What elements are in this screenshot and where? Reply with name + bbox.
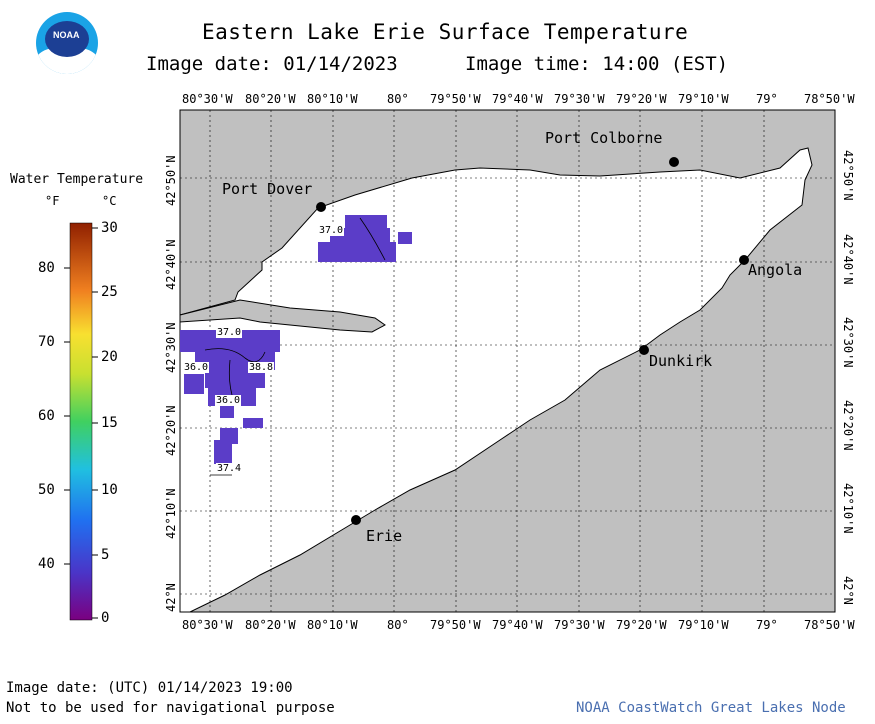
lon-tick-top: 79°40'W <box>492 92 543 106</box>
image-date: Image date: 01/14/2023 <box>146 53 398 75</box>
city-label-port-dover: Port Dover <box>222 180 313 198</box>
city-label-angola: Angola <box>748 261 803 279</box>
logo-text: NOAA <box>53 30 80 40</box>
contour-label: 36.0 <box>215 395 242 406</box>
contour-label: 36.0 <box>183 362 210 373</box>
lon-tick-bottom: 79°10'W <box>678 618 729 632</box>
legend-f-tick: 70 <box>38 334 55 350</box>
lon-tick-bottom: 80° <box>387 618 409 632</box>
city-label-port-colborne: Port Colborne <box>545 129 663 147</box>
lon-tick-bottom: 78°50'W <box>804 618 855 632</box>
lon-tick-top: 78°50'W <box>804 92 855 106</box>
legend-c-tick: 20 <box>101 349 118 365</box>
contour-label: 37.0 <box>216 327 243 338</box>
legend-c-tick: 10 <box>101 482 118 498</box>
lat-tick-right: 42°50'N <box>841 150 855 201</box>
colorbar <box>69 222 93 621</box>
lat-tick-right: 42°20'N <box>841 400 855 451</box>
legend-unit-f: °F <box>45 194 60 208</box>
lon-tick-top: 79°10'W <box>678 92 729 106</box>
lon-tick-bottom: 79°50'W <box>430 618 481 632</box>
contour-label: 37.4 <box>216 463 243 474</box>
isotherms <box>204 217 386 476</box>
legend-c-tick: 30 <box>101 220 118 236</box>
city-markers <box>316 157 749 525</box>
legend-title: Water Temperature <box>10 172 144 187</box>
lon-tick-bottom: 79°30'W <box>554 618 605 632</box>
lon-tick-top: 80°10'W <box>307 92 358 106</box>
legend-c-tick: 5 <box>101 547 110 563</box>
lake-water <box>179 147 813 613</box>
lat-tick-right: 42°N <box>841 576 855 605</box>
lat-tick-left: 42°40'N <box>164 239 178 290</box>
city-label-erie: Erie <box>366 527 403 545</box>
legend-f-tick: 50 <box>38 482 55 498</box>
legend-c-tick: 15 <box>101 415 118 431</box>
lon-tick-bottom: 79° <box>756 618 778 632</box>
lat-tick-left: 42°20'N <box>164 405 178 456</box>
legend-f-tick: 40 <box>38 556 55 572</box>
footer-disclaimer: Not to be used for navigational purpose <box>6 700 335 716</box>
page-title: Eastern Lake Erie Surface Temperature <box>202 20 689 44</box>
lat-tick-right: 42°40'N <box>841 234 855 285</box>
footer-credit: NOAA CoastWatch Great Lakes Node <box>576 700 846 716</box>
lat-tick-left: 42°30'N <box>164 322 178 373</box>
city-label-dunkirk: Dunkirk <box>649 352 713 370</box>
lon-tick-top: 79°30'W <box>554 92 605 106</box>
image-time: Image time: 14:00 (EST) <box>465 53 729 75</box>
lat-tick-right: 42°10'N <box>841 483 855 534</box>
lat-tick-right: 42°30'N <box>841 317 855 368</box>
footer-utc-date: Image date: (UTC) 01/14/2023 19:00 <box>6 680 293 696</box>
lon-tick-bottom: 80°10'W <box>307 618 358 632</box>
lon-tick-top: 80°20'W <box>245 92 296 106</box>
lon-tick-top: 79°20'W <box>616 92 667 106</box>
lat-tick-left: 42°N <box>164 583 178 612</box>
lon-tick-top: 80°30'W <box>182 92 233 106</box>
lon-tick-top: 79°50'W <box>430 92 481 106</box>
lon-tick-bottom: 79°20'W <box>616 618 667 632</box>
lat-tick-left: 42°50'N <box>164 155 178 206</box>
legend-c-tick: 25 <box>101 284 118 300</box>
legend-f-tick: 80 <box>38 260 55 276</box>
lon-tick-bottom: 79°40'W <box>492 618 543 632</box>
legend-unit-c: °C <box>102 194 117 208</box>
lon-tick-top: 80° <box>387 92 409 106</box>
contour-label: 38.8 <box>248 362 275 373</box>
colorbar-ticks <box>64 227 98 619</box>
contour-label: 37.0 <box>318 225 345 236</box>
cold-water-north <box>318 215 412 262</box>
long-point <box>179 299 386 333</box>
legend-f-tick: 60 <box>38 408 55 424</box>
legend-c-tick: 0 <box>101 610 110 626</box>
noaa-logo: NOAA <box>36 12 98 74</box>
cold-water-west <box>180 330 280 464</box>
lon-tick-top: 79° <box>756 92 778 106</box>
lon-tick-bottom: 80°20'W <box>245 618 296 632</box>
lon-tick-bottom: 80°30'W <box>182 618 233 632</box>
lat-tick-left: 42°10'N <box>164 488 178 539</box>
